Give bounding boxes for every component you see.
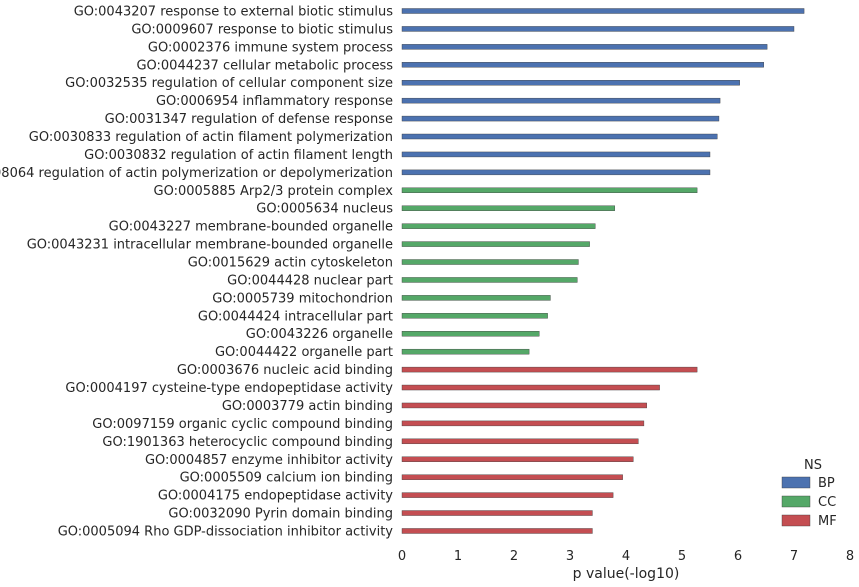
bar-mf <box>401 510 593 516</box>
category-label: GO:0005885 Arp2/3 protein complex <box>154 184 394 199</box>
x-tick-label: 6 <box>734 549 742 564</box>
legend-swatch-mf <box>781 514 811 527</box>
legend-swatch-cc <box>781 495 811 508</box>
category-label: GO:0005509 calcium ion binding <box>180 471 393 486</box>
bar-mf <box>401 492 614 498</box>
category-label: GO:0030833 regulation of actin filament … <box>29 130 393 145</box>
x-tick-label: 7 <box>790 549 798 564</box>
bar-bp <box>401 151 711 158</box>
category-label: GO:0015629 actin cytoskeleton <box>188 256 393 271</box>
category-label: GO:0003779 actin binding <box>222 399 393 414</box>
category-label: GO:0004857 enzyme inhibitor activity <box>145 453 393 468</box>
bar-bp <box>401 80 740 86</box>
bar-bp <box>401 169 711 176</box>
category-label: GO:1901363 heterocyclic compound binding <box>102 435 393 450</box>
category-label: GO:0044424 intracellular part <box>198 309 393 324</box>
category-label: GO:0032090 Pyrin domain binding <box>168 507 393 522</box>
category-label: GO:0005094 Rho GDP-dissociation inhibito… <box>58 524 394 539</box>
bar-mf <box>401 438 639 445</box>
bar-mf <box>401 366 698 373</box>
category-label: GO:0032535 regulation of cellular compon… <box>65 76 393 91</box>
category-labels: GO:0043207 response to external biotic s… <box>0 5 393 540</box>
bar-cc <box>401 295 551 301</box>
bar-bp <box>401 44 768 50</box>
bar-bp <box>401 115 720 122</box>
bars-layer <box>401 8 805 534</box>
category-label: GO:0043231 intracellular membrane-bounde… <box>27 238 393 253</box>
category-label: GO:0003676 nucleic acid binding <box>177 363 393 378</box>
bar-mf <box>401 402 647 409</box>
bar-cc <box>401 187 698 194</box>
legend-label-mf: MF <box>818 514 837 529</box>
category-label: GO:0002376 immune system process <box>148 40 393 55</box>
bar-bp <box>401 8 805 14</box>
category-label: GO:0097159 organic cyclic compound bindi… <box>92 417 393 432</box>
bar-mf <box>401 528 593 534</box>
bar-mf <box>401 474 623 480</box>
x-tick-label: 3 <box>566 549 574 564</box>
x-axis: 0 1 2 3 4 5 6 7 8 <box>398 549 854 564</box>
category-label: GO:0044428 nuclear part <box>227 273 393 288</box>
x-tick-label: 8 <box>846 549 854 564</box>
bar-bp <box>401 62 764 68</box>
bar-cc <box>401 277 578 283</box>
category-label: GO:0030832 regulation of actin filament … <box>84 148 393 163</box>
legend-label-bp: BP <box>818 476 835 491</box>
category-label: GO:0005739 mitochondrion <box>212 291 393 306</box>
bar-bp <box>401 133 718 140</box>
bar-cc <box>401 205 616 211</box>
category-label: GO:0044422 organelle part <box>215 345 393 360</box>
category-label: GO:0043227 membrane-bounded organelle <box>109 220 393 235</box>
bar-bp <box>401 97 721 104</box>
x-axis-title: p value(-log10) <box>573 566 680 582</box>
legend-title: NS <box>804 458 822 473</box>
x-tick-label: 2 <box>510 549 518 564</box>
bar-cc <box>401 348 530 355</box>
x-tick-label: 0 <box>398 549 406 564</box>
bar-cc <box>401 331 540 337</box>
bar-mf <box>401 456 634 462</box>
bar-bp <box>401 26 795 32</box>
category-label: GO:0004197 cysteine-type endopeptidase a… <box>65 381 393 396</box>
x-tick-label: 4 <box>622 549 630 564</box>
category-label: GO:0005634 nucleus <box>256 202 393 217</box>
legend-swatch-bp <box>781 476 811 489</box>
x-tick-label: 5 <box>678 549 686 564</box>
bar-mf <box>401 420 645 427</box>
bar-cc <box>401 259 579 265</box>
x-tick-label: 1 <box>454 549 462 564</box>
category-label: GO:0008064 regulation of actin polymeriz… <box>0 166 393 181</box>
legend: NS BP CC MF <box>781 458 837 529</box>
legend-label-cc: CC <box>818 495 836 510</box>
bar-cc <box>401 241 590 247</box>
category-label: GO:0009607 response to biotic stimulus <box>131 22 393 37</box>
category-label: GO:0043207 response to external biotic s… <box>74 5 394 20</box>
bar-cc <box>401 223 596 229</box>
bar-mf <box>401 384 660 391</box>
category-label: GO:0004175 endopeptidase activity <box>158 489 393 504</box>
category-label: GO:0006954 inflammatory response <box>156 94 393 109</box>
category-label: GO:0044237 cellular metabolic process <box>136 58 393 73</box>
bar-cc <box>401 313 548 319</box>
category-label: GO:0043226 organelle <box>246 327 393 342</box>
category-label: GO:0031347 regulation of defense respons… <box>105 112 393 127</box>
